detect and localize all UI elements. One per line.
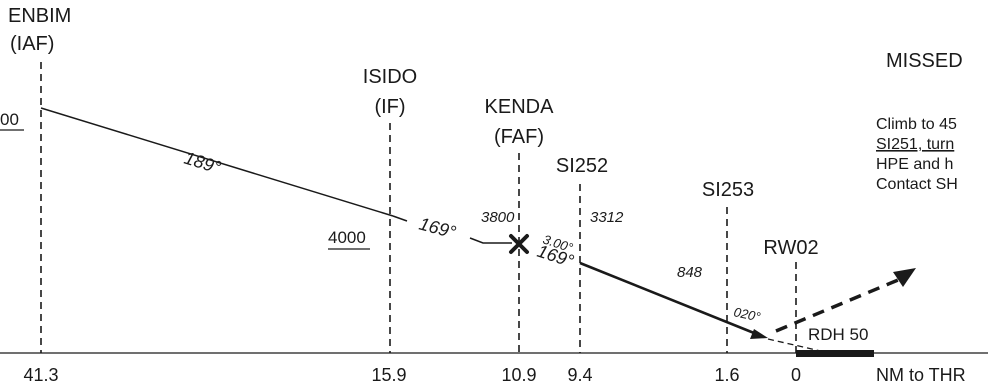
altitude-isido: 4000 bbox=[328, 228, 366, 247]
distance-enbim: 41.3 bbox=[23, 365, 58, 385]
altitude-si252: 3312 bbox=[590, 209, 624, 226]
axis-label: NM to THR bbox=[876, 365, 966, 385]
altitude-kenda: 3800 bbox=[481, 209, 515, 226]
track-initial: 189° bbox=[182, 148, 223, 178]
distance-si252: 9.4 bbox=[567, 365, 592, 385]
final-approach-path bbox=[579, 261, 755, 335]
distance-rw02: 0 bbox=[791, 365, 801, 385]
fix-name-kenda: KENDA bbox=[485, 96, 555, 118]
fix-role-kenda: (FAF) bbox=[494, 126, 544, 148]
missed-line-1: Climb to 45 bbox=[876, 116, 957, 133]
fix-name-si253: SI253 bbox=[702, 179, 754, 201]
missed-approach-path bbox=[775, 278, 899, 333]
distance-isido: 15.9 bbox=[371, 365, 406, 385]
missed-arrowhead bbox=[893, 268, 916, 287]
track-intermediate: 169° bbox=[417, 214, 458, 243]
altitude-si253: 848 bbox=[677, 264, 703, 281]
missed-approach-title: MISSED bbox=[886, 50, 963, 72]
fix-name-si252: SI252 bbox=[556, 155, 608, 177]
rdh-label: RDH 50 bbox=[808, 325, 868, 344]
fix-name-enbim: ENBIM bbox=[8, 5, 71, 27]
distance-kenda: 10.9 bbox=[501, 365, 536, 385]
initial-segment-path bbox=[40, 107, 394, 217]
runway-bar bbox=[796, 350, 874, 357]
faf-cross-icon bbox=[509, 234, 529, 254]
fix-role-enbim: (IAF) bbox=[10, 33, 54, 55]
missed-line-3: HPE and h bbox=[876, 156, 953, 173]
fix-role-isido: (IF) bbox=[374, 96, 405, 118]
altitude-enbim: 00 bbox=[0, 110, 19, 129]
final-arrowhead bbox=[750, 329, 768, 339]
fix-name-rw02: RW02 bbox=[763, 237, 818, 259]
track-missed-turn: 020° bbox=[732, 304, 761, 324]
missed-line-4: Contact SH bbox=[876, 176, 958, 193]
distance-si253: 1.6 bbox=[714, 365, 739, 385]
intermediate-segment-path bbox=[392, 215, 512, 244]
missed-line-2: SI251, turn bbox=[876, 136, 954, 153]
fix-name-isido: ISIDO bbox=[363, 66, 417, 88]
